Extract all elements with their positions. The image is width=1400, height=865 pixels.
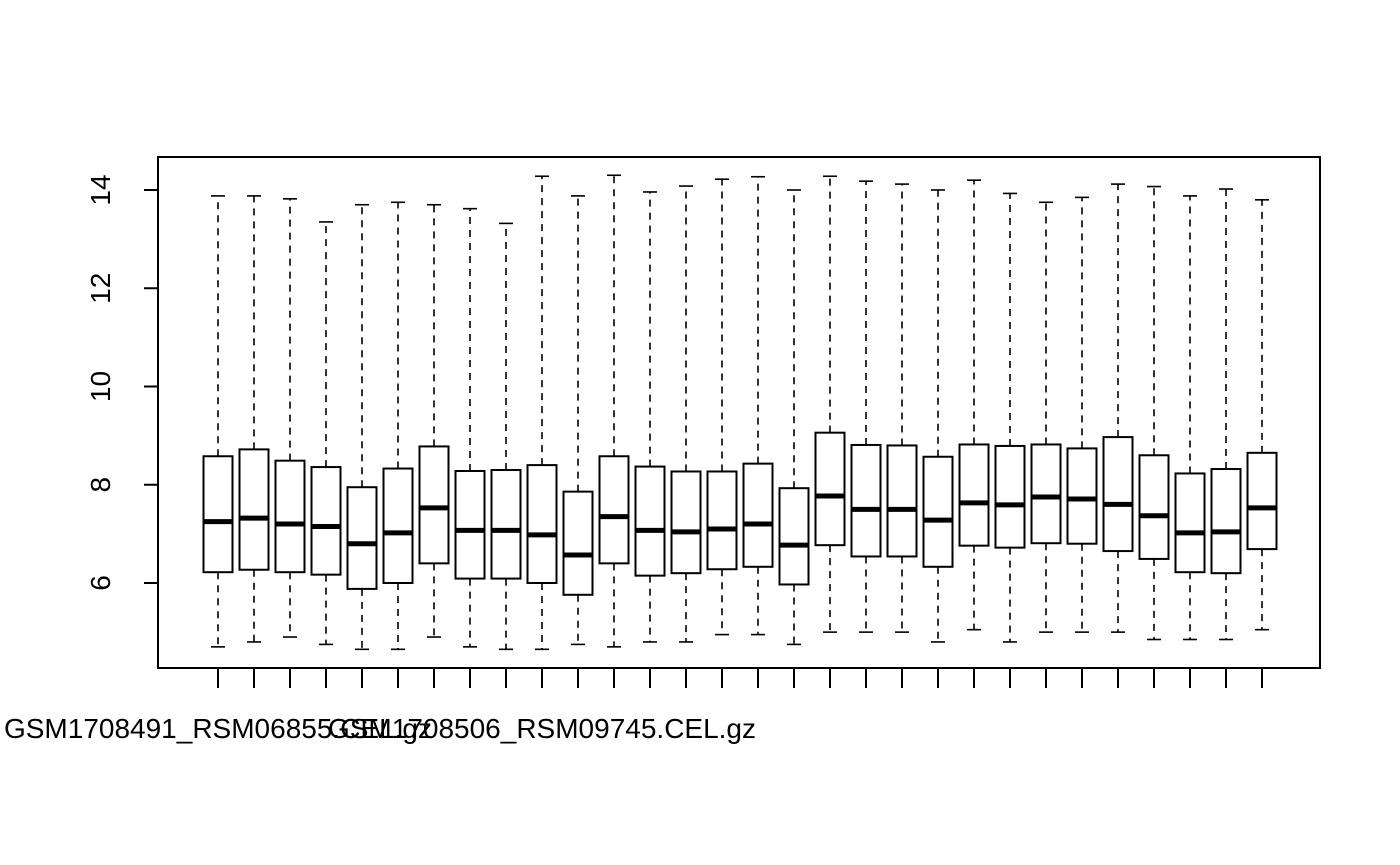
box-19 bbox=[850, 180, 882, 633]
box-28 bbox=[1174, 195, 1206, 641]
box-6 bbox=[382, 201, 414, 651]
box-21 bbox=[922, 189, 954, 643]
box-iqr bbox=[850, 443, 882, 558]
box-iqr bbox=[526, 464, 558, 585]
box-3 bbox=[274, 198, 306, 638]
y-axis: 6 8 10 12 14 bbox=[85, 174, 159, 591]
box-iqr bbox=[382, 467, 414, 585]
box-15 bbox=[706, 178, 738, 636]
box-7 bbox=[418, 203, 450, 638]
box-4 bbox=[310, 221, 342, 646]
box-iqr bbox=[598, 455, 630, 565]
y-tick-label: 8 bbox=[85, 477, 116, 493]
box-20 bbox=[886, 183, 918, 633]
box-iqr bbox=[670, 470, 702, 575]
box-13 bbox=[634, 191, 666, 643]
box-iqr bbox=[562, 490, 594, 596]
box-iqr bbox=[274, 459, 306, 574]
box-iqr bbox=[742, 462, 774, 568]
box-iqr bbox=[1102, 436, 1134, 553]
box-iqr bbox=[706, 470, 738, 571]
box-iqr bbox=[490, 469, 522, 580]
boxes-layer bbox=[202, 174, 1278, 651]
box-14 bbox=[670, 185, 702, 643]
y-tick-label: 10 bbox=[85, 371, 116, 402]
box-2 bbox=[238, 195, 270, 643]
box-iqr bbox=[814, 431, 846, 547]
box-iqr bbox=[922, 455, 954, 568]
box-iqr bbox=[958, 443, 990, 547]
box-iqr bbox=[202, 455, 234, 574]
box-17 bbox=[778, 189, 810, 646]
box-22 bbox=[958, 179, 990, 631]
box-iqr bbox=[346, 486, 378, 590]
box-iqr bbox=[1030, 443, 1062, 545]
box-16 bbox=[742, 175, 774, 636]
y-tick-label: 12 bbox=[85, 273, 116, 304]
box-iqr bbox=[310, 466, 342, 576]
y-tick-label: 6 bbox=[85, 575, 116, 591]
box-iqr bbox=[886, 444, 918, 558]
box-iqr bbox=[1246, 451, 1278, 551]
box-iqr bbox=[454, 469, 486, 580]
box-29 bbox=[1210, 188, 1242, 641]
box-24 bbox=[1030, 201, 1062, 633]
box-iqr bbox=[778, 487, 810, 586]
box-iqr bbox=[238, 448, 270, 571]
box-iqr bbox=[994, 444, 1026, 549]
box-iqr bbox=[1210, 468, 1242, 575]
box-27 bbox=[1138, 185, 1170, 641]
box-iqr bbox=[418, 445, 450, 565]
box-12 bbox=[598, 174, 630, 648]
y-tick-label: 14 bbox=[85, 174, 116, 205]
x-axis: GSM1708491_RSM06855.CEL.gzGSM1708506_RSM… bbox=[4, 667, 1263, 744]
box-8 bbox=[454, 207, 486, 648]
box-1 bbox=[202, 195, 234, 648]
box-iqr bbox=[1066, 447, 1098, 545]
box-26 bbox=[1102, 183, 1134, 633]
x-tick-label: GSM1708491_RSM06855.CEL.gz bbox=[4, 713, 432, 744]
box-10 bbox=[526, 175, 558, 651]
plot-frame bbox=[157, 156, 1321, 669]
box-30 bbox=[1246, 199, 1278, 631]
box-iqr bbox=[634, 465, 666, 577]
box-9 bbox=[490, 222, 522, 651]
box-23 bbox=[994, 192, 1026, 643]
box-iqr bbox=[1138, 454, 1170, 560]
box-18 bbox=[814, 175, 846, 633]
box-iqr bbox=[1174, 472, 1206, 574]
x-tick-label: GSM1708506_RSM09745.CEL.gz bbox=[328, 713, 756, 744]
box-25 bbox=[1066, 196, 1098, 633]
box-5 bbox=[346, 203, 378, 651]
box-11 bbox=[562, 195, 594, 646]
